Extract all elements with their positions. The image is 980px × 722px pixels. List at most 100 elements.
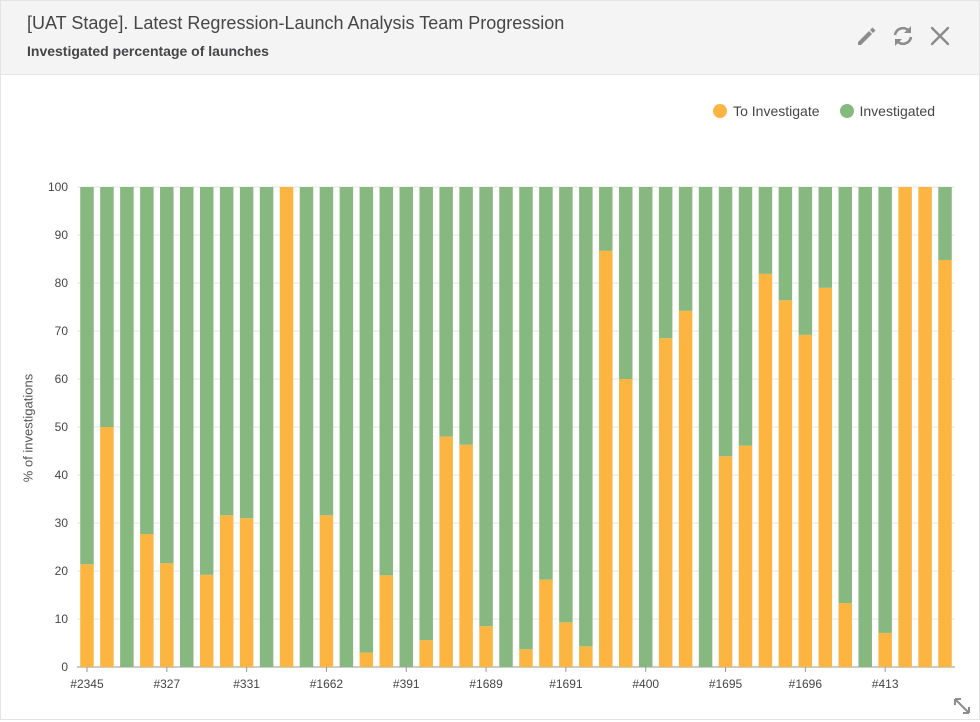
bar-investigated[interactable] xyxy=(419,187,433,641)
bar-investigated[interactable] xyxy=(818,187,833,288)
y-tick-label: 0 xyxy=(61,660,68,674)
bar-to-investigate[interactable] xyxy=(419,640,433,667)
legend-label-to-investigate: To Investigate xyxy=(733,103,820,119)
close-button[interactable] xyxy=(927,23,953,49)
bar-investigated[interactable] xyxy=(539,187,553,580)
x-tick-label: #1695 xyxy=(709,677,743,691)
bar-to-investigate[interactable] xyxy=(439,436,453,667)
bar-investigated[interactable] xyxy=(718,187,733,457)
bar-to-investigate[interactable] xyxy=(938,259,952,667)
bar-to-investigate[interactable] xyxy=(160,563,174,667)
bar-investigated[interactable] xyxy=(758,187,773,274)
bar-investigated[interactable] xyxy=(439,187,453,437)
bar-investigated[interactable] xyxy=(299,187,314,667)
bar-investigated[interactable] xyxy=(319,187,334,516)
x-tick-label: #1662 xyxy=(310,677,344,691)
bar-investigated[interactable] xyxy=(698,187,713,667)
bar-investigated[interactable] xyxy=(638,187,653,667)
legend-item-investigated[interactable]: Investigated xyxy=(839,103,935,119)
bar-to-investigate[interactable] xyxy=(838,603,853,667)
x-tick-label: #1696 xyxy=(789,677,823,691)
bar-to-investigate[interactable] xyxy=(658,338,673,667)
bar-investigated[interactable] xyxy=(199,187,214,575)
bar-investigated[interactable] xyxy=(798,187,813,335)
bar-investigated[interactable] xyxy=(938,187,952,260)
bar-to-investigate[interactable] xyxy=(918,187,932,667)
bar-investigated[interactable] xyxy=(459,187,473,445)
bar-investigated[interactable] xyxy=(259,187,274,667)
bar-investigated[interactable] xyxy=(239,187,254,519)
bar-investigated[interactable] xyxy=(219,187,234,516)
bar-investigated[interactable] xyxy=(499,187,513,667)
bar-to-investigate[interactable] xyxy=(738,445,753,667)
bar-to-investigate[interactable] xyxy=(379,575,394,667)
legend-swatch-to-investigate xyxy=(713,104,728,118)
bar-investigated[interactable] xyxy=(379,187,394,576)
bar-to-investigate[interactable] xyxy=(359,652,374,667)
x-tick-label: #413 xyxy=(872,677,899,691)
bar-to-investigate[interactable] xyxy=(718,456,733,667)
bar-to-investigate[interactable] xyxy=(140,534,154,667)
y-tick-label: 90 xyxy=(55,228,69,242)
bar-to-investigate[interactable] xyxy=(539,579,553,667)
legend-item-to-investigate[interactable]: To Investigate xyxy=(713,103,820,119)
bar-investigated[interactable] xyxy=(100,187,114,427)
bar-to-investigate[interactable] xyxy=(798,334,813,667)
bar-to-investigate[interactable] xyxy=(199,574,214,667)
bar-to-investigate[interactable] xyxy=(778,300,793,667)
bar-to-investigate[interactable] xyxy=(678,310,693,667)
refresh-icon xyxy=(893,26,913,46)
bar-investigated[interactable] xyxy=(658,187,673,339)
bar-to-investigate[interactable] xyxy=(459,444,473,667)
bar-to-investigate[interactable] xyxy=(479,626,493,667)
bar-to-investigate[interactable] xyxy=(319,515,334,667)
bar-to-investigate[interactable] xyxy=(619,379,633,667)
y-tick-label: 70 xyxy=(55,324,69,338)
resize-handle[interactable] xyxy=(951,695,973,717)
bar-to-investigate[interactable] xyxy=(898,187,912,667)
bar-to-investigate[interactable] xyxy=(878,632,892,667)
bar-investigated[interactable] xyxy=(838,187,853,604)
bar-to-investigate[interactable] xyxy=(818,287,833,667)
bar-investigated[interactable] xyxy=(359,187,374,653)
bar-to-investigate[interactable] xyxy=(599,250,613,667)
x-tick-label: #391 xyxy=(393,677,420,691)
bar-to-investigate[interactable] xyxy=(579,646,593,667)
edit-button[interactable] xyxy=(853,23,879,49)
refresh-button[interactable] xyxy=(890,23,916,49)
bar-investigated[interactable] xyxy=(738,187,753,446)
bar-investigated[interactable] xyxy=(858,187,872,667)
bar-investigated[interactable] xyxy=(120,187,134,667)
bar-investigated[interactable] xyxy=(80,187,94,565)
bar-to-investigate[interactable] xyxy=(219,515,234,667)
bar-investigated[interactable] xyxy=(778,187,793,301)
widget-header: [UAT Stage]. Latest Regression-Launch An… xyxy=(1,1,979,75)
bar-investigated[interactable] xyxy=(599,187,613,251)
bar-investigated[interactable] xyxy=(678,187,693,311)
legend-swatch-investigated xyxy=(839,104,854,118)
bar-investigated[interactable] xyxy=(559,187,573,623)
bar-investigated[interactable] xyxy=(399,187,414,667)
bar-investigated[interactable] xyxy=(619,187,633,379)
bar-to-investigate[interactable] xyxy=(100,427,114,667)
x-tick-label: #2345 xyxy=(70,677,104,691)
bar-to-investigate[interactable] xyxy=(80,564,94,667)
y-tick-label: 20 xyxy=(55,564,69,578)
bar-to-investigate[interactable] xyxy=(239,518,254,667)
chart-legend: To Investigate Investigated xyxy=(713,103,935,119)
bar-investigated[interactable] xyxy=(160,187,174,564)
bar-to-investigate[interactable] xyxy=(559,622,573,667)
bar-investigated[interactable] xyxy=(339,187,354,667)
bar-investigated[interactable] xyxy=(878,187,892,633)
bar-investigated[interactable] xyxy=(140,187,154,535)
y-tick-label: 60 xyxy=(55,372,69,386)
y-tick-label: 10 xyxy=(55,612,69,626)
bar-to-investigate[interactable] xyxy=(519,649,533,667)
bar-to-investigate[interactable] xyxy=(279,187,294,667)
bar-investigated[interactable] xyxy=(579,187,593,647)
bar-investigated[interactable] xyxy=(519,187,533,650)
bar-investigated[interactable] xyxy=(479,187,493,627)
bar-to-investigate[interactable] xyxy=(758,273,773,667)
bar-investigated[interactable] xyxy=(180,187,194,667)
